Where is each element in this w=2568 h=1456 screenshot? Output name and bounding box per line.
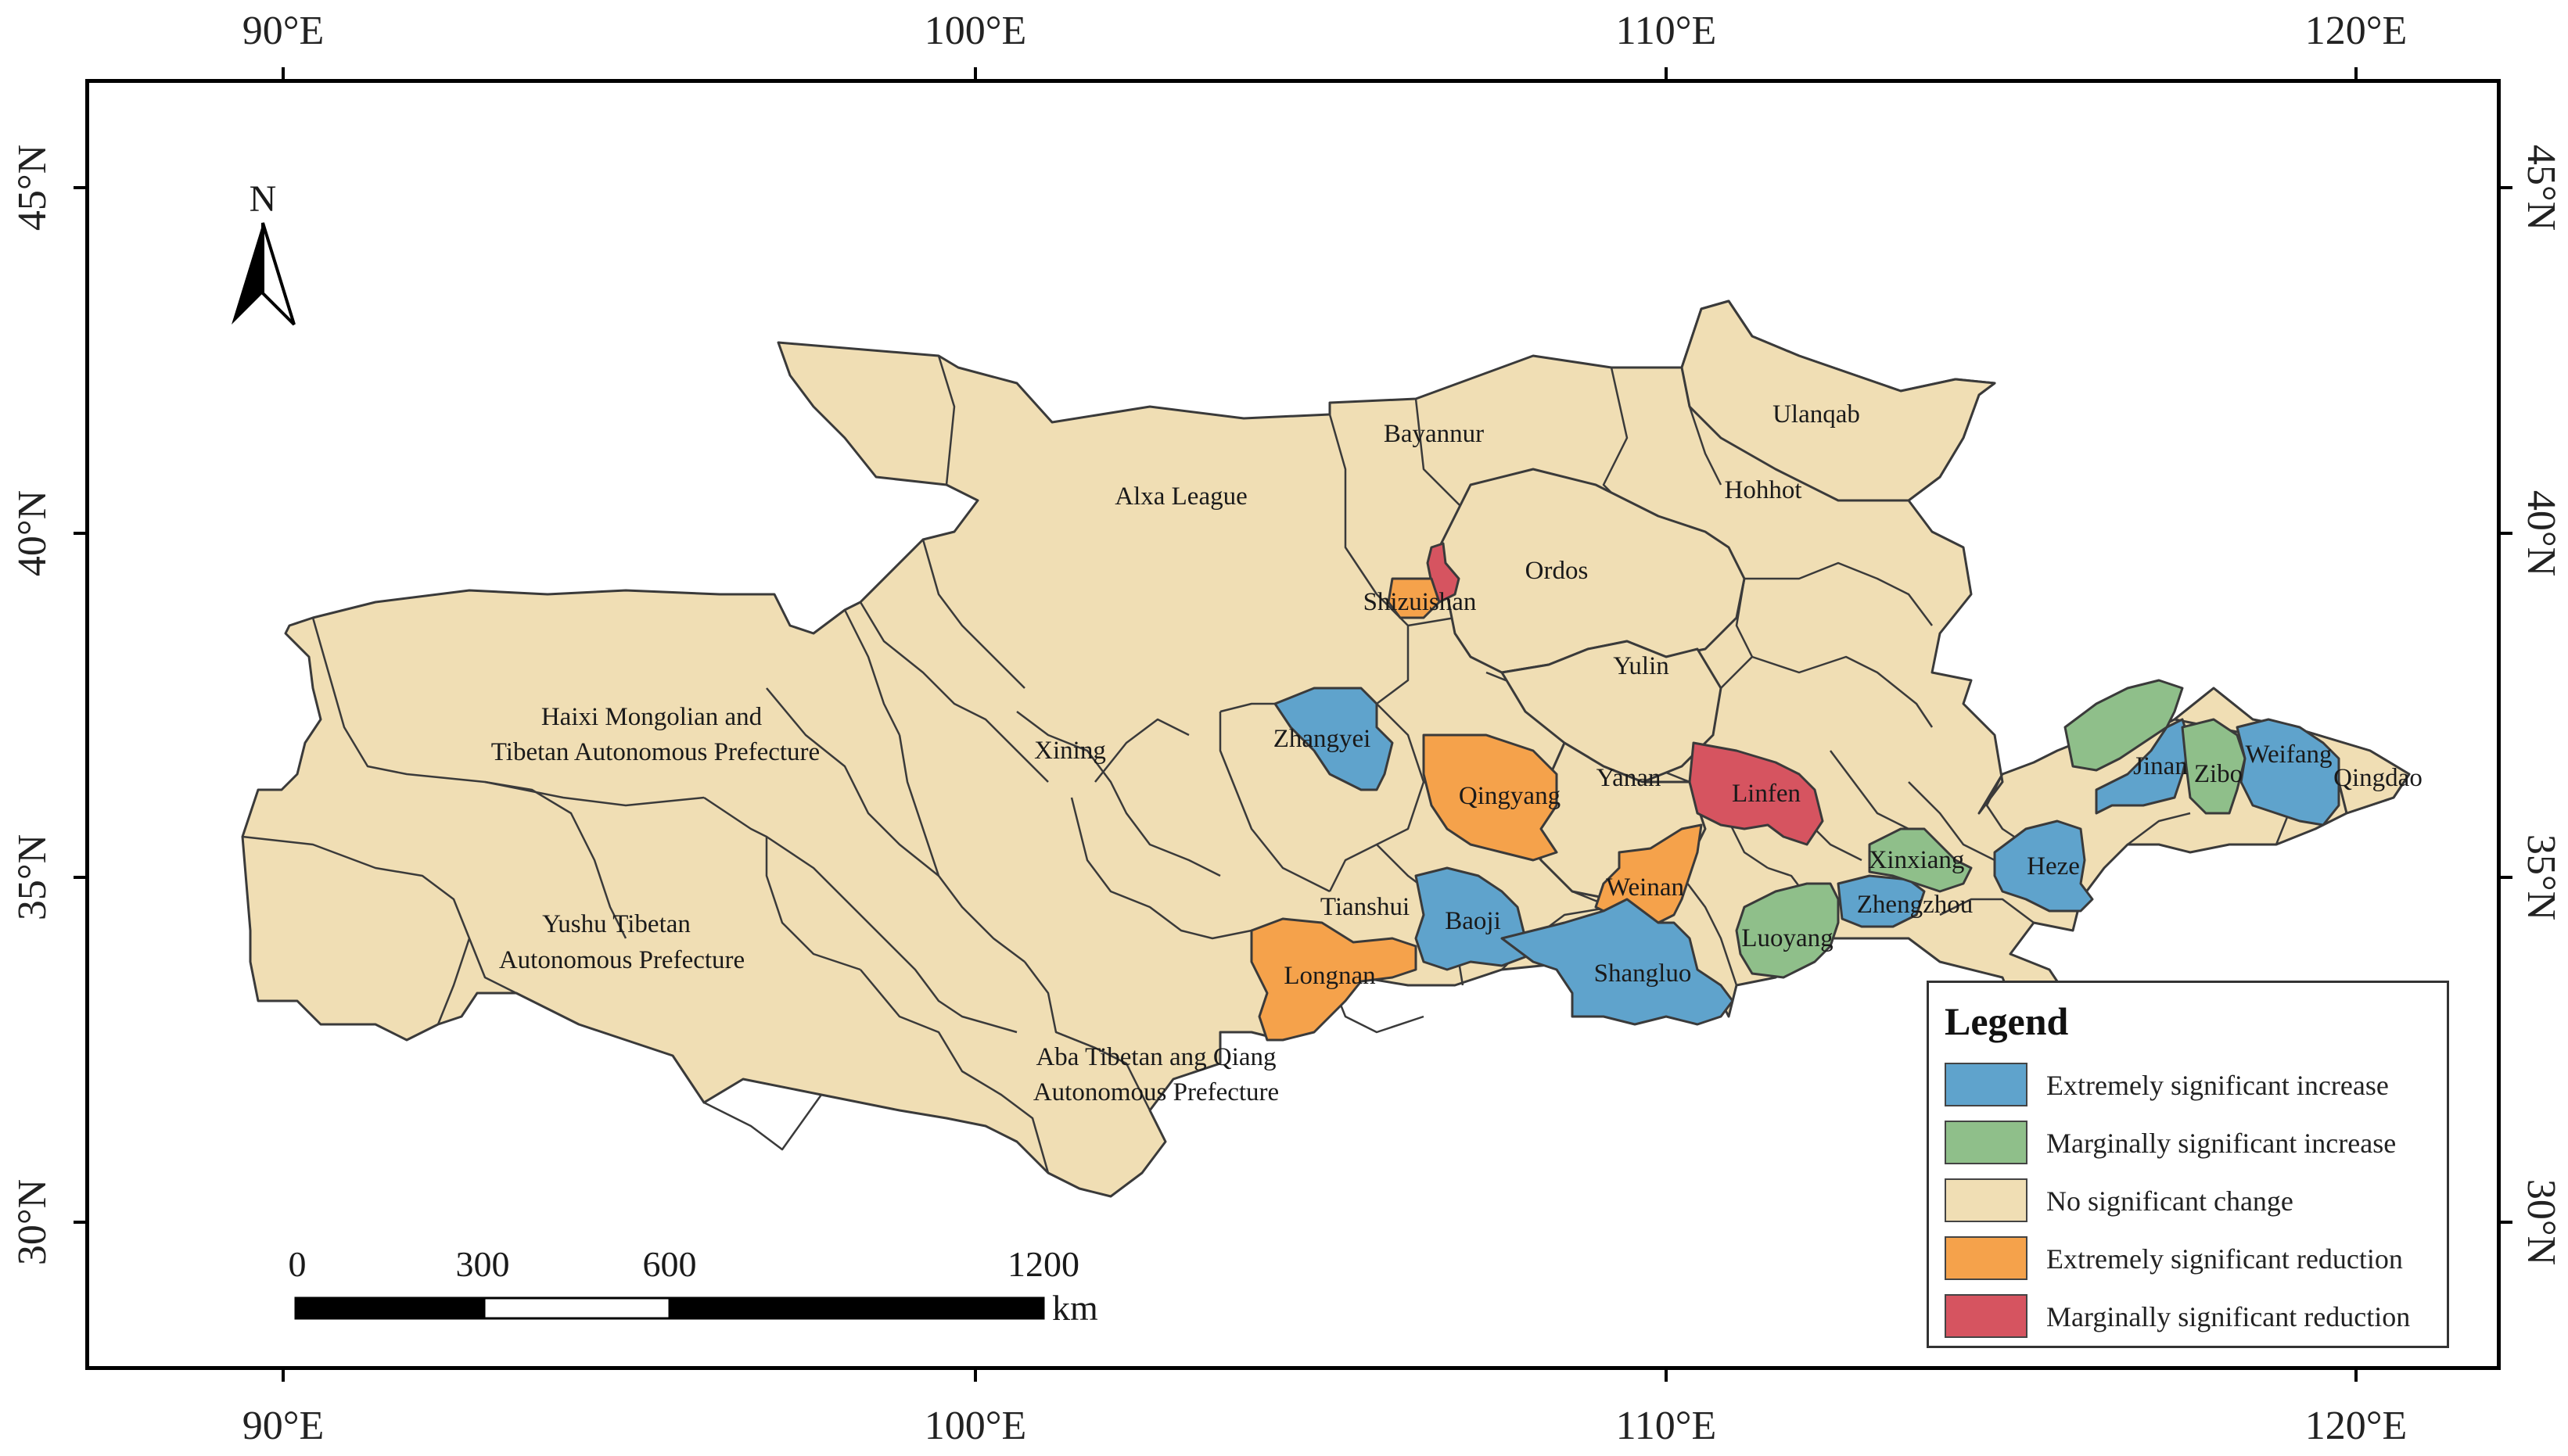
region-heze [1993, 819, 2094, 913]
region-shizuishan-orange [1387, 577, 1441, 619]
region-zibo [2181, 718, 2247, 815]
lat-label-right-30: 30°N [2519, 1179, 2563, 1265]
label-heze: Heze [2027, 852, 2080, 880]
label-alxa: Alxa League [1115, 482, 1248, 511]
legend-item-marginal-reduction: Marginally significant reduction [1945, 1294, 2437, 1339]
label-xining: Xining [1034, 737, 1106, 765]
region-luoyang [1735, 882, 1840, 979]
lon-label-bottom-90: 90°E [242, 1404, 325, 1448]
label-weinan: Weinan [1606, 873, 1684, 902]
legend-item-marginal-increase: Marginally significant increase [1945, 1121, 2437, 1166]
scale-tick-300: 300 [456, 1244, 510, 1284]
lon-label-top-110: 110°E [1616, 9, 1717, 53]
lon-label-top-90: 90°E [242, 9, 325, 53]
label-linfen: Linfen [1732, 780, 1801, 808]
label-aba-2: Autonomous Prefecture [1033, 1078, 1279, 1106]
region-zhengzhou [1837, 874, 1926, 928]
label-haixi-1: Haixi Mongolian and [541, 703, 763, 731]
scale-tick-1200: 1200 [1007, 1244, 1079, 1284]
legend-item-no-change: No significant change [1945, 1178, 2437, 1224]
legend-item-extreme-increase: Extremely significant increase [1945, 1063, 2437, 1108]
region-qingyang [1422, 733, 1558, 862]
label-zhangyei: Zhangyei [1273, 725, 1371, 753]
label-yanan: Yanan [1596, 764, 1661, 792]
north-arrow-right-half-icon [261, 222, 296, 326]
legend-label-extreme-increase: Extremely significant increase [2046, 1070, 2389, 1101]
label-yushu-1: Yushu Tibetan [542, 910, 691, 938]
label-baoji: Baoji [1445, 907, 1501, 935]
label-luoyang: Luoyang [1741, 924, 1833, 952]
label-weifang: Weifang [2246, 741, 2333, 769]
region-weinan [1594, 823, 1703, 924]
label-shangluo: Shangluo [1594, 959, 1692, 988]
label-qingyang: Qingyang [1459, 782, 1561, 810]
region-weifang [2236, 718, 2340, 827]
region-baoji [1414, 866, 1535, 971]
scale-bar-segment-1 [294, 1296, 486, 1320]
scale-bar-segment-3 [668, 1296, 1045, 1320]
lat-label-right-35: 35°N [2519, 834, 2563, 920]
north-arrow-label: N [250, 178, 277, 220]
label-shizuishan: Shizuishan [1363, 588, 1477, 616]
scale-bar-segment-2 [483, 1296, 671, 1320]
label-xinxiang: Xinxiang [1869, 846, 1965, 874]
region-zibo-north [2063, 679, 2184, 772]
lat-label-right-45: 45°N [2519, 145, 2563, 231]
legend-label-extreme-reduction: Extremely significant reduction [2046, 1243, 2403, 1275]
label-qingdao: Qingdao [2333, 764, 2423, 792]
label-bayannur: Bayannur [1384, 420, 1484, 448]
label-longnan: Longnan [1284, 962, 1375, 990]
lat-label-left-40: 40°N [10, 490, 55, 576]
label-tianshui: Tianshui [1320, 893, 1410, 921]
scale-tick-0: 0 [289, 1244, 307, 1284]
north-arrow-left-half-icon [232, 223, 263, 325]
legend-label-marginal-reduction: Marginally significant reduction [2046, 1301, 2411, 1332]
region-linfen [1688, 741, 1824, 846]
region-zhangyei [1273, 687, 1394, 791]
lon-label-bottom-110: 110°E [1616, 1404, 1717, 1448]
label-haixi-2: Tibetan Autonomous Prefecture [491, 738, 820, 766]
legend-swatch-marginal-increase [1945, 1121, 2027, 1164]
legend: Legend Extremely significant increase Ma… [1927, 981, 2449, 1348]
label-aba-1: Aba Tibetan ang Qiang [1036, 1043, 1276, 1071]
label-yushu-2: Autonomous Prefecture [499, 946, 745, 974]
graticule-ticks [74, 67, 2512, 1382]
scale-unit: km [1052, 1288, 1098, 1328]
lon-label-top-120: 120°E [2305, 9, 2408, 53]
region-boundaries [242, 355, 2340, 1174]
legend-swatch-extreme-increase [1945, 1063, 2027, 1106]
legend-label-marginal-increase: Marginally significant increase [2046, 1128, 2397, 1159]
lon-label-bottom-100: 100°E [925, 1404, 1027, 1448]
lat-label-left-45: 45°N [10, 145, 55, 231]
basin-regions [241, 299, 2411, 1198]
scale-bar: 0 300 600 1200 km [289, 1244, 1099, 1328]
region-shangluo [1500, 898, 1734, 1026]
legend-item-extreme-reduction: Extremely significant reduction [1945, 1236, 2437, 1282]
lon-label-bottom-120: 120°E [2305, 1404, 2408, 1448]
lat-label-left-30: 30°N [10, 1179, 55, 1265]
lat-label-left-35: 35°N [10, 834, 55, 920]
lon-label-top-100: 100°E [925, 9, 1027, 53]
legend-swatch-extreme-reduction [1945, 1236, 2027, 1280]
legend-title: Legend [1945, 999, 2069, 1043]
legend-label-no-change: No significant change [2046, 1185, 2293, 1217]
label-zhengzhou: Zhengzhou [1857, 891, 1973, 919]
legend-swatch-no-change [1945, 1178, 2027, 1222]
label-zibo: Zibo [2194, 760, 2243, 788]
label-jinan: Jinan [2133, 752, 2188, 780]
legend-swatch-marginal-reduction [1945, 1294, 2027, 1338]
label-hohhot: Hohhot [1725, 476, 1802, 504]
region-labels: Alxa League Bayannur Ulanqab Hohhot Ordo… [491, 400, 2423, 1106]
lat-label-right-40: 40°N [2519, 490, 2563, 576]
region-ulanqab [1680, 299, 1996, 502]
scale-tick-600: 600 [643, 1244, 697, 1284]
label-ulanqab: Ulanqab [1772, 400, 1860, 429]
label-ordos: Ordos [1525, 557, 1589, 585]
label-yulin: Yulin [1613, 652, 1669, 680]
north-arrow: N [232, 178, 296, 326]
region-xinxiang [1868, 827, 1973, 893]
region-longnan [1250, 917, 1417, 1042]
